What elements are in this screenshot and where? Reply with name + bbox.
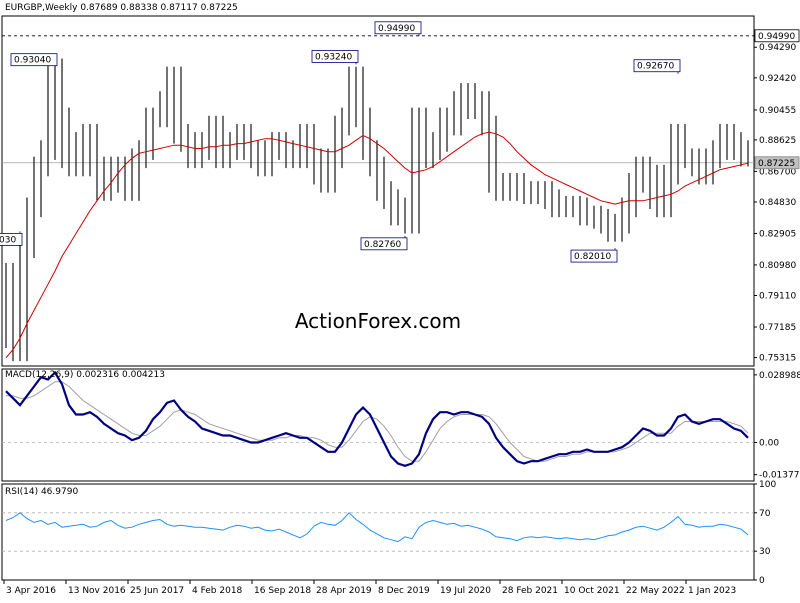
price-tick-label: 0.80980	[759, 261, 796, 271]
price-tick-label: 0.77185	[759, 323, 796, 333]
annotation-box	[570, 249, 618, 263]
price-pane-frame	[1, 15, 755, 367]
annotation-box	[374, 21, 422, 35]
rsi-tick-label: 70	[759, 509, 771, 519]
annotation-label: 0.93240	[315, 52, 352, 62]
time-tick-label: 28 Feb 2021	[502, 586, 558, 596]
macd-line	[5, 370, 749, 467]
time-tick-label: 16 Sep 2018	[254, 586, 311, 596]
time-tick-label: 28 Apr 2019	[316, 586, 372, 596]
macd-tick-label: 0.00	[759, 439, 779, 449]
macd-pane-frame	[1, 368, 755, 482]
annotation-label: 0.93040	[14, 56, 51, 66]
rsi-line	[5, 512, 749, 543]
rsi-label: RSI(14) 46.9790	[5, 487, 79, 497]
annotation-label: 0.94990	[378, 24, 415, 34]
current-price-label: 0.87225	[758, 159, 795, 169]
price-tick-label: 0.84830	[759, 198, 796, 208]
annotation-label: 0.82010	[574, 252, 611, 262]
time-tick-label: 22 May 2022	[626, 586, 685, 596]
rsi-tick-label: 30	[759, 547, 771, 557]
resistance-price-label: 0.94990	[758, 32, 795, 42]
macd-label: MACD(12,26,9) 0.002316 0.004213	[5, 370, 165, 380]
annotation-box	[311, 50, 359, 63]
price-tick-label: 0.86700	[759, 167, 796, 177]
symbol-name: EURGBP,Weekly	[5, 3, 78, 13]
watermark-text: ActionForex.com	[295, 309, 461, 333]
annotation-label: 0.83030	[0, 235, 16, 245]
annotation-box	[10, 53, 58, 67]
time-tick-label: 10 Oct 2021	[564, 586, 620, 596]
time-tick-label: 4 Feb 2018	[192, 586, 243, 596]
rsi-pane-frame	[1, 483, 755, 581]
price-tick-label: 0.88625	[759, 136, 796, 146]
rsi-tick-label: 100	[759, 480, 776, 490]
time-tick-label: 25 Jun 2017	[130, 586, 184, 596]
annotation-label: 0.82760	[364, 240, 401, 250]
macd-tick-label: 0.028988	[759, 371, 800, 381]
current-price-box	[754, 156, 800, 170]
resistance-price-box	[754, 29, 800, 43]
price-tick-label: 0.79110	[759, 292, 796, 302]
price-tick-label: 0.94290	[759, 43, 796, 53]
annotation-label: 0.92670	[637, 62, 674, 72]
time-tick-label: 13 Nov 2016	[68, 586, 126, 596]
macd-signal-line	[6, 381, 749, 462]
macd-tick-label: -0.013779	[759, 471, 800, 481]
rsi-tick-label: 0	[759, 576, 765, 586]
price-tick-label: 0.90455	[759, 106, 796, 116]
symbol-header: EURGBP,Weekly 0.87689 0.88338 0.87117 0.…	[5, 3, 238, 13]
annotation-box	[0, 232, 23, 246]
price-tick-label: 0.75315	[759, 354, 796, 364]
price-tick-label: 0.82905	[759, 229, 796, 239]
ohlc-values: 0.87689 0.88338 0.87117 0.87225	[80, 3, 238, 13]
moving-average-line	[5, 131, 749, 359]
time-tick-label: 8 Dec 2019	[378, 586, 430, 596]
annotation-box	[360, 237, 408, 251]
annotation-box	[633, 59, 681, 73]
time-tick-label: 19 Jul 2020	[440, 586, 491, 596]
time-tick-label: 1 Jan 2023	[688, 586, 736, 596]
price-tick-label: 0.92420	[759, 74, 796, 84]
time-tick-label: 3 Apr 2016	[6, 586, 56, 596]
